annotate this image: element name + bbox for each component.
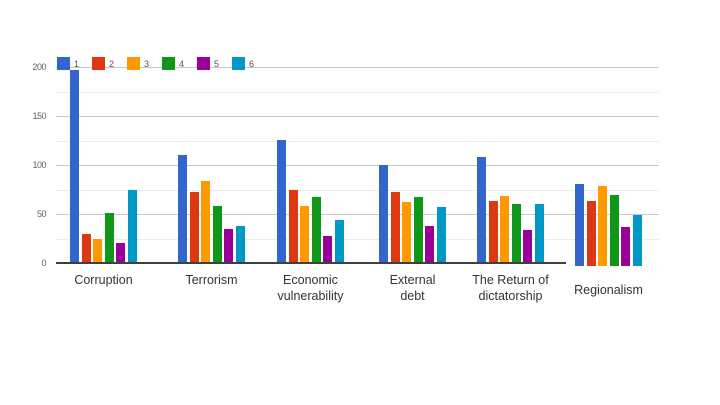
legend-swatch [232,57,245,70]
bar-series-6-corruption [128,190,137,263]
legend-swatch [127,57,140,70]
bar-series-6-terrorism [236,226,245,263]
bar-series-5-regionalism [621,227,631,266]
bar-series-4-the-return-of-dictatorship [511,204,521,263]
legend-label: 2 [109,59,115,69]
legend-label: 6 [249,59,255,69]
bar-series-5-external-debt [425,226,435,263]
bar-series-3-corruption [93,239,103,263]
bar-series-6-the-return-of-dictatorship [535,204,544,263]
bar-series-3-regionalism [598,186,608,266]
y-tick-label: 100 [32,160,46,170]
legend-item: 6 [232,57,264,71]
bar-series-2-economic-vulnerability [288,190,298,263]
bar-series-1-terrorism [178,155,187,263]
category-label: Regionalism [574,283,643,297]
legend-swatch [197,57,210,70]
category-label: Corruption [74,273,133,287]
legend-label: 5 [214,59,220,69]
bar-series-2-the-return-of-dictatorship [488,201,498,263]
bar-series-4-economic-vulnerability [311,197,321,263]
major-gridline [56,67,659,68]
bar-series-6-external-debt [437,207,446,263]
category-label: Economic vulnerability [277,273,344,304]
bar-series-3-terrorism [201,181,211,263]
bar-series-3-economic-vulnerability [300,206,310,263]
bar-series-6-regionalism [633,215,642,266]
legend-item: 1 [57,57,89,71]
bar-series-2-corruption [81,234,91,263]
x-axis-line [56,262,566,264]
bar-series-4-external-debt [413,197,423,263]
bar-series-1-corruption [70,70,79,263]
legend-item: 4 [162,57,194,71]
bar-series-2-terrorism [189,192,199,263]
legend-swatch [57,57,70,70]
category-label: External debt [389,273,436,304]
bar-series-5-corruption [116,243,126,263]
y-tick-label: 200 [32,62,46,72]
bar-series-1-the-return-of-dictatorship [477,157,486,263]
bar-series-1-external-debt [379,165,388,263]
major-gridline [56,116,659,117]
legend-label: 3 [144,59,150,69]
bar-series-3-external-debt [402,202,412,263]
bar-series-4-corruption [104,213,114,263]
bar-series-1-economic-vulnerability [277,140,286,263]
bar-series-1-regionalism [575,184,584,266]
legend-swatch [92,57,105,70]
bar-series-4-terrorism [212,206,222,263]
category-label: The Return of dictatorship [472,273,549,304]
bar-series-6-economic-vulnerability [335,220,344,263]
bar-series-3-the-return-of-dictatorship [500,196,510,263]
minor-gridline [56,140,659,142]
legend-item: 3 [127,57,159,71]
category-label: Terrorism [185,273,238,287]
legend-swatch [162,57,175,70]
major-gridline [56,165,659,166]
minor-gridline [56,91,659,93]
minor-gridline [56,189,659,191]
bar-series-4-regionalism [609,195,619,266]
legend-label: 4 [179,59,185,69]
major-gridline [56,214,659,215]
bar-series-5-terrorism [224,229,234,263]
bar-series-2-external-debt [390,192,400,263]
y-tick-label: 50 [36,209,47,219]
bar-series-5-the-return-of-dictatorship [523,230,533,263]
bar-series-2-regionalism [586,201,596,266]
y-tick-label: 0 [41,258,46,268]
legend-item: 5 [197,57,229,71]
legend-item: 2 [92,57,124,71]
y-tick-label: 150 [32,111,46,121]
bar-series-5-economic-vulnerability [323,236,333,263]
legend-label: 1 [74,59,80,69]
minor-gridline [56,238,659,240]
